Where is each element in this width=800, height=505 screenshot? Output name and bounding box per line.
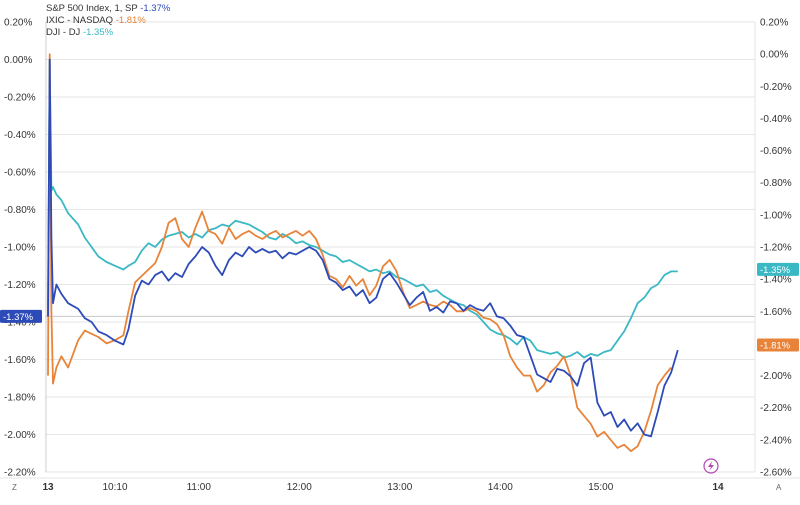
y-left-tick-label: -1.20% (4, 280, 36, 291)
series-layer (47, 53, 679, 453)
grid-lines (45, 21, 756, 473)
y-right-tick-label: 0.00% (760, 50, 788, 61)
axes: 0.20% 0.00% -0.20% -0.40% -0.60% -0.80% -1.00%… (4, 18, 792, 479)
y-right-tick-label: -1.60% (760, 307, 792, 318)
legend: S&P 500 Index, 1, SP -1.37%IXIC - NASDAQ… (46, 3, 171, 38)
bottom-left-label: Z (12, 483, 17, 492)
dji-badge-bg (757, 262, 799, 276)
y-left-tick-label: -2.20% (4, 468, 36, 479)
y-right-tick-label: -0.20% (760, 82, 792, 93)
y-left-tick-label: -1.80% (4, 393, 36, 404)
x-tick-label: 13:00 (387, 482, 412, 493)
bottom-right-label: A (776, 483, 782, 492)
y-left-tick-label: -0.20% (4, 93, 36, 104)
x-tick-label: 10:10 (102, 482, 127, 493)
y-right-tick-label: -2.40% (760, 435, 792, 446)
series-line-1 (47, 53, 672, 453)
y-left-tick-label: -2.00% (4, 430, 36, 441)
y-right-tick-label: -2.00% (760, 371, 792, 382)
y-left-tick-label: -1.60% (4, 355, 36, 366)
lightning-icon-bolt (708, 461, 714, 471)
y-right-tick-label: -0.60% (760, 146, 792, 157)
y-left-tick-label: -1.40% (4, 318, 36, 329)
series-line-0 (47, 58, 679, 438)
x-tick-label: 12:00 (287, 482, 312, 493)
legend-entry-2: DJI - DJ -1.35% (46, 27, 114, 38)
legend-value-2: -1.35% (83, 27, 114, 38)
sp500-badge: -1.37% (3, 312, 34, 323)
nasdaq-badge-bg (757, 338, 799, 352)
legend-entry-0: S&P 500 Index, 1, SP -1.37% (46, 3, 171, 14)
y-left-tick-label: -1.00% (4, 243, 36, 254)
x-tick-label: 13 (42, 482, 54, 493)
y-right-tick-label: -2.20% (760, 403, 792, 414)
nasdaq-badge: -1.81% (760, 341, 791, 352)
legend-entry-1: IXIC - NASDAQ -1.81% (46, 15, 146, 26)
x-tick-label: 14 (712, 482, 724, 493)
y-right-tick-label: -1.40% (760, 275, 792, 286)
y-left-tick-label: -0.60% (4, 168, 36, 179)
lightning-icon-ring (703, 458, 719, 474)
x-tick-label: 15:00 (588, 482, 613, 493)
y-right-tick-label: -1.20% (760, 243, 792, 254)
y-left-tick-label: -0.40% (4, 130, 36, 141)
y-left-tick-label: 0.00% (4, 55, 32, 66)
series-line-2 (47, 58, 678, 359)
dji-badge: -1.35% (760, 265, 791, 276)
x-tick-label: 11:00 (187, 482, 212, 493)
lightning-icon (703, 458, 719, 474)
y-right-tick-label: -2.60% (760, 468, 792, 479)
y-right-tick-label: 0.20% (760, 18, 788, 29)
x-axis: 13 10:10 11:00 12:00 13:00 14:00 15:00 14 (0, 477, 800, 493)
y-right-tick-label: -0.80% (760, 178, 792, 189)
legend-value-1: -1.81% (116, 15, 147, 26)
x-tick-label: 14:00 (488, 482, 513, 493)
y-right-tick-label: -0.40% (760, 114, 792, 125)
sp500-badge-bg (0, 309, 42, 323)
y-right-tick-label: -1.00% (760, 210, 792, 221)
y-left-tick-label: 0.20% (4, 18, 32, 29)
y-left-tick-label: -0.80% (4, 205, 36, 216)
value-badges: -1.37% -1.35% -1.81% (0, 262, 799, 352)
legend-value-0: -1.37% (140, 3, 171, 14)
